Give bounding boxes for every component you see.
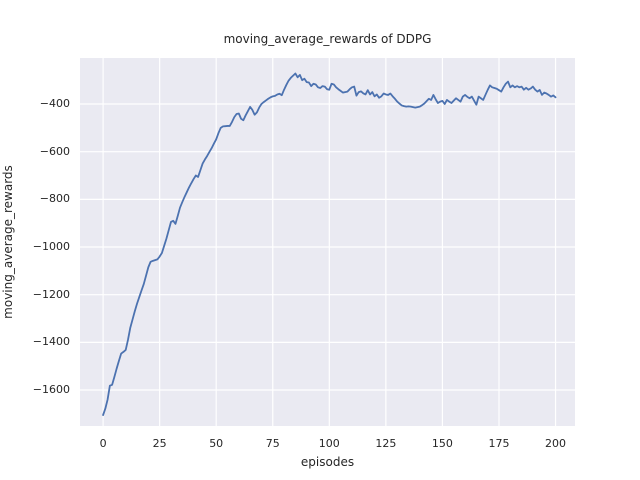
x-tick-label: 0 xyxy=(99,437,107,450)
y-tick-label: −800 xyxy=(39,192,70,206)
x-tick-label: 200 xyxy=(545,437,567,450)
x-tick-label: 75 xyxy=(265,437,280,450)
x-tick-label: 50 xyxy=(209,437,224,450)
y-tick-label: −1400 xyxy=(32,335,70,349)
x-tick-label: 25 xyxy=(152,437,167,450)
x-tick-label: 100 xyxy=(318,437,340,450)
series-line-moving_average_rewards xyxy=(102,72,557,416)
x-axis-label: episodes xyxy=(300,455,355,469)
plot-area xyxy=(80,58,575,426)
x-tick-label: 175 xyxy=(488,437,510,450)
y-tick-label: −1000 xyxy=(32,240,70,253)
x-tick-label: 150 xyxy=(431,437,453,450)
y-tick-label: −1600 xyxy=(32,383,70,396)
y-tick-label: −400 xyxy=(39,97,70,110)
y-tick-label: −600 xyxy=(39,144,70,158)
y-tick-label: −1200 xyxy=(32,287,70,301)
line-plot-svg xyxy=(80,58,575,426)
x-tick-label: 125 xyxy=(375,437,397,450)
chart-title: moving_average_rewards of DDPG xyxy=(223,32,432,46)
